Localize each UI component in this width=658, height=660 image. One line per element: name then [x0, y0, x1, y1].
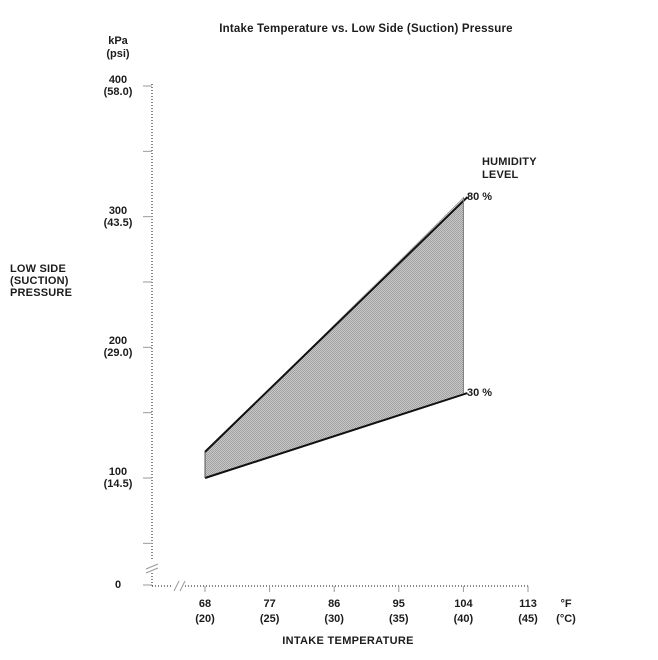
- y-tick-label-100: 100 (14.5): [103, 466, 133, 490]
- y-tick-label-300: 300 (43.5): [103, 204, 133, 229]
- x-axis-title: INTAKE TEMPERATURE: [282, 635, 414, 647]
- x-tick-label-95: 95 (35): [389, 598, 409, 625]
- x-axis-unit-c: (°C): [556, 613, 576, 625]
- axis-break-marks: [145, 560, 186, 592]
- y-axis-unit-kpa: kPa: [108, 35, 128, 47]
- humidity-30-label: 30 %: [467, 387, 493, 400]
- y-tick-label-200: 200 (29.0): [103, 335, 133, 360]
- x-tick-label-68: 68 (20): [195, 598, 215, 625]
- x-tick-label-104: 104 (40): [453, 598, 474, 625]
- axis-ticks: [143, 85, 529, 592]
- x-tick-label-113: 113 (45): [518, 598, 538, 625]
- band-fill: [205, 197, 464, 479]
- humidity-band: [204, 196, 469, 479]
- x-tick-label-86: 86 (30): [324, 598, 344, 625]
- y-axis-unit-psi: (psi): [106, 48, 130, 60]
- y-axis-title: LOW SIDE (SUCTION) PRESSURE: [10, 263, 73, 299]
- x-axis-unit-f: °F: [560, 598, 572, 610]
- x-tick-label-77: 77 (25): [259, 598, 280, 625]
- y-tick-label-400: 400 (58.0): [103, 74, 133, 98]
- y-axis-unit-label: kPa (psi): [88, 35, 148, 61]
- y-tick-label-0: 0: [114, 579, 122, 591]
- x-axis-unit-label: °F (°C): [536, 597, 596, 627]
- chart-title: Intake Temperature vs. Low Side (Suction…: [219, 23, 513, 35]
- line-30-percent: [204, 392, 468, 479]
- humidity-level-label: HUMIDITY LEVEL: [482, 156, 537, 181]
- humidity-80-label: 80 %: [467, 191, 493, 204]
- line-80-percent: [204, 196, 469, 453]
